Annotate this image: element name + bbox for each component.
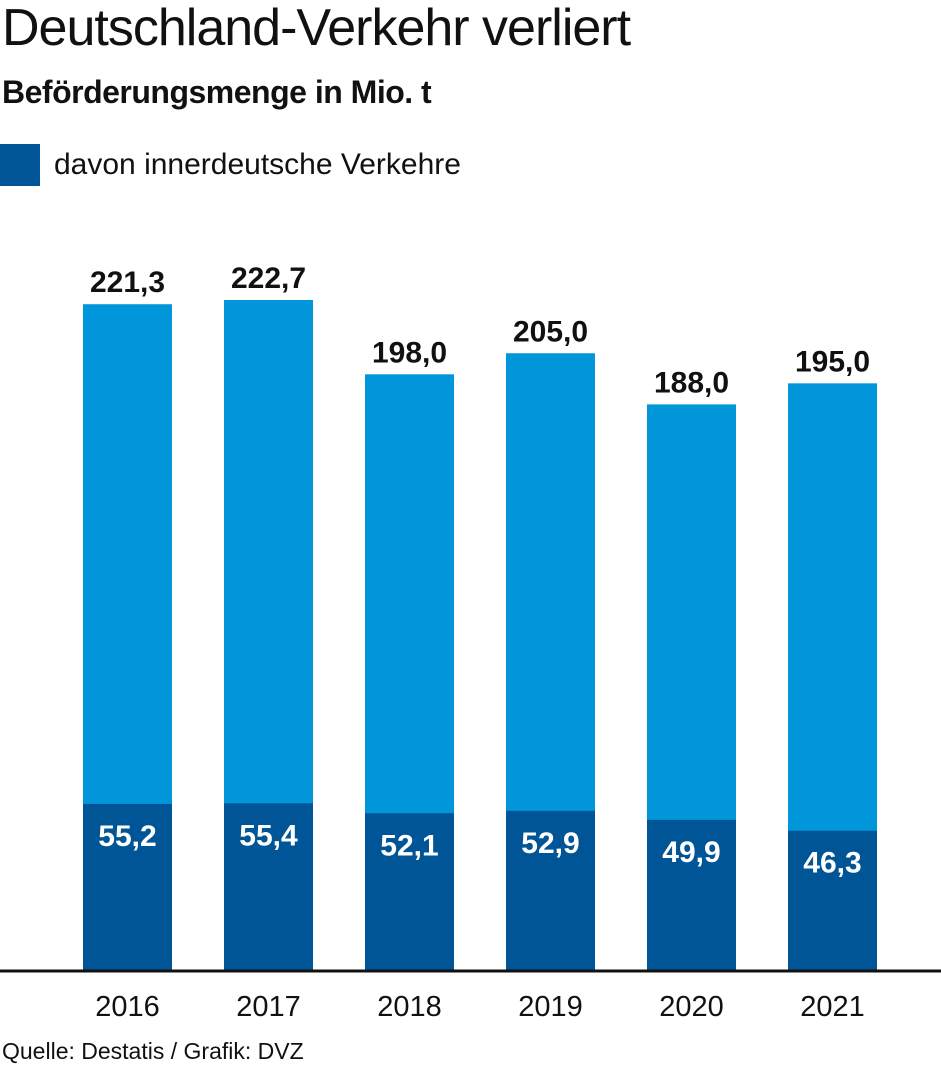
bar-domestic-2019 [506, 810, 595, 970]
chart-subtitle: Beförderungsmenge in Mio. t [2, 74, 432, 110]
data-label-domestic-2016: 55,2 [98, 820, 156, 853]
bar-domestic-2018 [365, 813, 454, 970]
legend-label: davon innerdeutsche Verkehre [54, 148, 461, 181]
data-label-domestic-2019: 52,9 [521, 827, 579, 860]
data-label-domestic-2018: 52,1 [380, 829, 438, 862]
x-tick-label-2020: 2020 [659, 991, 724, 1023]
x-tick-label-2018: 2018 [377, 991, 442, 1023]
x-tick-label-2016: 2016 [95, 991, 160, 1023]
bar-domestic-2016 [83, 803, 172, 970]
bar-domestic-2021 [788, 830, 877, 970]
legend: davon innerdeutsche Verkehre [0, 142, 461, 188]
data-label-total-2019: 205,0 [513, 315, 588, 348]
bar-chart: 221,3 55,2 2016 222,7 55,4 2017 198,0 52,1 2018 2… [0, 262, 941, 1023]
data-label-total-2021: 195,0 [795, 345, 870, 378]
data-label-total-2018: 198,0 [372, 336, 447, 369]
source-note: Quelle: Destatis / Grafik: DVZ [2, 1038, 304, 1064]
legend-swatch [0, 144, 40, 186]
x-tick-label-2021: 2021 [800, 991, 865, 1023]
bar-domestic-2020 [647, 819, 736, 970]
data-label-domestic-2021: 46,3 [803, 847, 861, 880]
data-label-domestic-2020: 49,9 [662, 836, 720, 869]
data-label-total-2017: 222,7 [231, 262, 306, 295]
data-label-total-2020: 188,0 [654, 366, 729, 399]
x-tick-label-2017: 2017 [236, 991, 301, 1023]
data-label-domestic-2017: 55,4 [239, 819, 298, 852]
x-tick-label-2019: 2019 [518, 991, 583, 1023]
bar-domestic-2017 [224, 803, 313, 970]
chart-title: Deutschland-Verkehr verliert [2, 0, 631, 57]
data-label-total-2016: 221,3 [90, 266, 165, 299]
